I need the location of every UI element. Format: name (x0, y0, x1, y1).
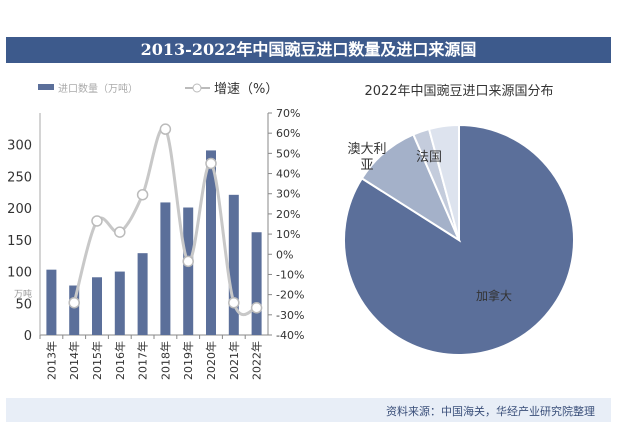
legend-line-marker (192, 83, 202, 93)
growth-point (91, 215, 103, 227)
growth-point (205, 157, 217, 170)
x-tick-label: 2017年 (136, 341, 150, 380)
legend-bar-swatch (38, 84, 54, 90)
x-tick-label: 2016年 (113, 341, 127, 380)
y-tick-label: 250 (7, 170, 32, 185)
pie-label-france: 法国 (416, 150, 442, 165)
bar (251, 232, 262, 335)
y-tick-label: 150 (7, 234, 32, 249)
y2-tick-label: 0% (276, 248, 293, 261)
y2-tick-label: 50% (276, 147, 300, 160)
y2-tick-label: 60% (276, 127, 300, 140)
growth-point (136, 188, 149, 201)
x-tick-label: 2018年 (158, 341, 172, 380)
y2-tick-label: -30% (276, 309, 304, 322)
x-tick-label: 2015年 (90, 341, 104, 380)
y2-tick-label: 10% (276, 228, 300, 241)
bar (137, 253, 148, 335)
pie-title: 2022年中国豌豆进口来源国分布 (364, 83, 553, 99)
y-tick-label: 100 (7, 266, 32, 281)
pie-label-canada: 加拿大 (476, 288, 512, 303)
x-tick-label: 2013年 (44, 341, 58, 380)
y2-tick-label: -10% (276, 268, 304, 281)
source-note: 资料来源：中国海关，华经产业研究院整理 (386, 405, 595, 418)
growth-point (182, 255, 194, 268)
x-tick-label: 2014年 (67, 341, 81, 380)
pie-slice (427, 123, 460, 241)
growth-point (159, 123, 172, 135)
y2-tick-label: 30% (276, 188, 300, 201)
bar (160, 202, 171, 335)
pie-label-australia: 澳大利亚 (347, 142, 387, 173)
growth-point (114, 226, 126, 238)
y-tick-label: 300 (7, 139, 32, 154)
growth-point (68, 296, 80, 309)
growth-point (228, 296, 240, 309)
y2-tick-label: -40% (276, 329, 304, 342)
y2-tick-label: 70% (276, 107, 300, 120)
bar (92, 277, 102, 335)
y-axis-unit: 万吨 (14, 288, 32, 300)
page-title: 2013-2022年中国豌豆进口数量及进口来源国 (6, 37, 611, 63)
x-tick-label: 2021年 (227, 341, 241, 380)
y-tick-label: 0 (24, 329, 32, 344)
bar (46, 269, 57, 335)
bar (69, 285, 80, 335)
legend-bar-label: 进口数量（万吨） (58, 82, 138, 95)
legend-line-label: 增速（%） (214, 82, 278, 97)
bar (228, 194, 239, 335)
growth-point (250, 302, 263, 314)
y2-tick-label: 40% (276, 168, 300, 181)
x-tick-label: 2022年 (250, 341, 264, 380)
y2-tick-label: 20% (276, 208, 300, 221)
y2-tick-label: -20% (276, 289, 304, 302)
bar (114, 271, 125, 335)
x-tick-label: 2020年 (204, 341, 218, 380)
footer: 资料来源：中国海关，华经产业研究院整理 (6, 398, 611, 422)
bar (206, 150, 216, 335)
y-tick-label: 50 (15, 297, 32, 312)
y-tick-label: 200 (7, 202, 32, 217)
bar (183, 207, 194, 335)
x-tick-label: 2019年 (181, 341, 195, 380)
growth-line (72, 126, 258, 317)
